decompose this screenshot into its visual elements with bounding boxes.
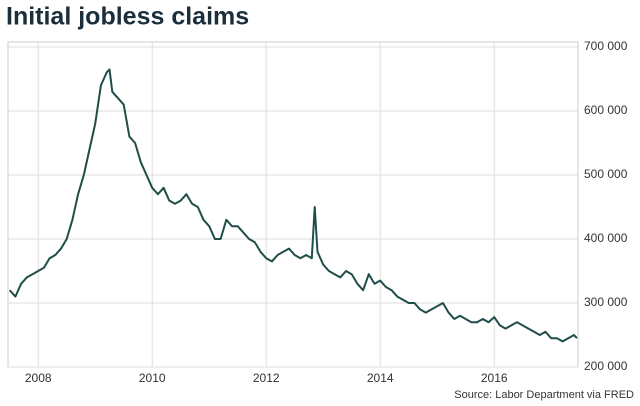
y-tick-label: 700 000 <box>584 39 628 53</box>
x-tick-label: 2014 <box>367 371 394 385</box>
y-tick-label: 200 000 <box>584 359 628 373</box>
x-tick-label: 2016 <box>481 371 508 385</box>
x-tick-label: 2010 <box>139 371 166 385</box>
chart-title: Initial jobless claims <box>6 3 249 31</box>
y-tick-label: 600 000 <box>584 103 628 117</box>
x-tick-label: 2012 <box>253 371 280 385</box>
y-tick-label: 300 000 <box>584 295 628 309</box>
data-line <box>8 68 578 343</box>
source: Source: Labor Department via FRED <box>454 389 634 401</box>
y-tick-label: 400 000 <box>584 231 628 245</box>
x-tick-label: 2008 <box>25 371 52 385</box>
y-tick-label: 500 000 <box>584 167 628 181</box>
